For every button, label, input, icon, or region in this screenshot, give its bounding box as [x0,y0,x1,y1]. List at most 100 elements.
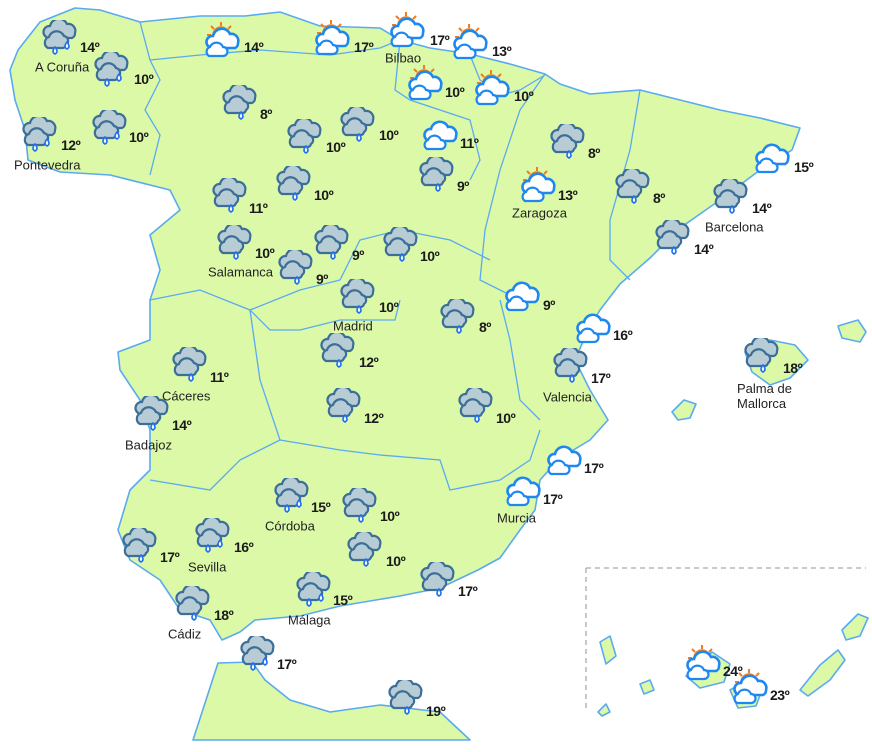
north-africa-land [192,661,471,741]
city-name: A Coruña [35,59,90,75]
rain-cloud-icon [318,333,358,369]
temperature-label: 13º [558,187,578,203]
partly-sunny-icon [518,167,558,203]
rain-cloud-icon [312,225,352,261]
temperature-label: 14º [80,39,100,55]
city-name: Córdoba [265,518,315,534]
city-name: Madrid [333,318,373,334]
city-label: Badajoz [125,438,172,453]
heavy-rain-cloud-icon [40,20,80,56]
temperature-label: 8º [260,106,272,122]
temperature-label: 9º [543,297,555,313]
rain-cloud-icon [742,338,782,374]
cloudy-icon [420,117,460,153]
temperature-label: 9º [352,247,364,263]
cloudy-icon [503,473,543,509]
city-name: Cádiz [168,626,202,642]
city-label: Málaga [288,613,331,628]
heavy-rain-cloud-icon [20,117,60,153]
rain-cloud-icon [418,562,458,598]
city-name: Valencia [543,389,592,405]
temperature-label: 14º [752,200,772,216]
temperature-label: 8º [588,145,600,161]
temperature-label: 15º [311,499,331,515]
rain-cloud-icon [456,388,496,424]
city-label: Valencia [543,390,592,405]
city-name: Cáceres [162,388,211,404]
ibiza-land [671,399,697,421]
rain-cloud-icon [215,225,255,261]
city-label: Salamanca [208,265,273,280]
city-name: Bilbao [385,50,422,66]
city-name: Sevilla [188,559,227,575]
city-label: Murcia [497,511,536,526]
temperature-label: 9º [316,271,328,287]
cloudy-icon [544,442,584,478]
temperature-label: 11º [460,135,479,151]
city-name: Málaga [288,612,331,628]
temperature-label: 9º [457,178,469,194]
city-label: Zaragoza [512,206,567,221]
temperature-label: 10º [445,84,465,100]
temperature-label: 12º [61,137,81,153]
temperature-label: 10º [496,410,516,426]
city-label: Córdoba [265,519,315,534]
cloudy-icon [502,278,542,314]
city-label: Bilbao [385,51,421,66]
temperature-label: 15º [333,592,353,608]
canary-gomera-land [639,679,655,695]
city-name: Badajoz [125,437,172,453]
heavy-rain-cloud-icon [238,636,278,672]
city-name: Pontevedra [14,157,81,173]
city-label: Madrid [333,319,373,334]
rain-cloud-icon [417,157,457,193]
temperature-label: 14º [244,39,264,55]
temperature-label: 16º [234,539,254,555]
temperature-label: 10º [129,129,149,145]
partly-sunny-icon [683,645,723,681]
temperature-label: 17º [160,549,180,565]
canary-lanzarote-land [841,613,869,641]
city-label: Sevilla [188,560,226,575]
temperature-label: 12º [359,354,379,370]
temperature-label: 10º [379,299,399,315]
rain-cloud-icon [276,250,316,286]
rain-cloud-icon [220,85,260,121]
temperature-label: 10º [255,245,275,261]
temperature-label: 11º [210,369,229,385]
heavy-rain-cloud-icon [193,518,233,554]
heavy-rain-cloud-icon [294,572,334,608]
city-label: Barcelona [705,220,764,235]
temperature-label: 17º [354,39,374,55]
city-label: Pontevedra [14,158,81,173]
menorca-land [837,319,867,343]
rain-cloud-icon [338,279,378,315]
temperature-label: 10º [420,248,440,264]
temperature-label: 13º [492,43,512,59]
rain-cloud-icon [386,680,426,716]
partly-sunny-icon [450,24,490,60]
partly-sunny-icon [405,65,445,101]
partly-sunny-icon [730,669,770,705]
temperature-label: 16º [613,327,633,343]
canary-lapalma-land [599,635,617,665]
rain-cloud-icon [653,220,693,256]
temperature-label: 10º [134,71,154,87]
city-name: Salamanca [208,264,274,280]
temperature-label: 17º [277,656,297,672]
temperature-label: 10º [386,553,406,569]
city-label: A Coruña [35,60,89,75]
temperature-label: 14º [172,417,192,433]
rain-cloud-icon [285,119,325,155]
temperature-label: 17º [543,491,563,507]
rain-cloud-icon [173,586,213,622]
temperature-label: 11º [249,200,268,216]
temperature-label: 8º [479,319,491,335]
city-label: Cáceres [162,389,210,404]
temperature-label: 18º [783,360,803,376]
temperature-label: 10º [314,187,334,203]
temperature-label: 15º [794,159,814,175]
canary-hierro-land [597,703,611,717]
